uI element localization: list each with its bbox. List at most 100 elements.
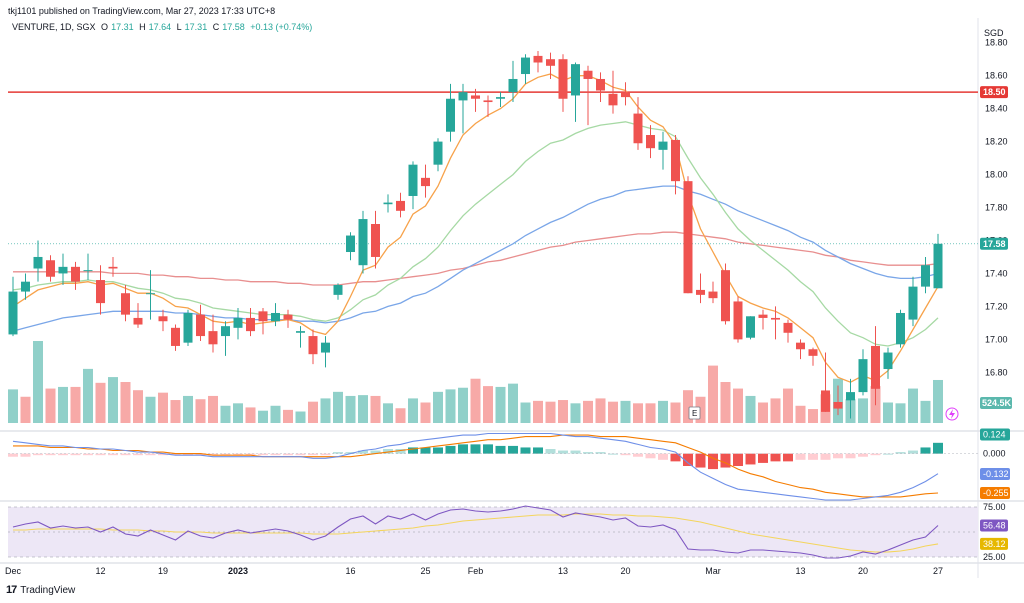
candle-body: [421, 177, 430, 187]
open-label: O: [101, 22, 109, 32]
candle-body: [433, 141, 443, 165]
macd-hist-bar: [408, 447, 418, 454]
macd-hist-bar: [333, 452, 343, 454]
volume-bar: [395, 408, 406, 423]
macd-hist-bar: [620, 453, 631, 456]
macd-hist-bar: [633, 453, 643, 457]
volume-bar: [933, 379, 943, 423]
volume-bar: [570, 403, 581, 423]
macd-hist-bar: [758, 453, 768, 463]
volume-bar: [445, 389, 456, 423]
candle-body: [846, 392, 855, 401]
volume-bar: [658, 400, 668, 423]
candle-body: [608, 93, 618, 106]
candle-body: [221, 326, 230, 337]
volume-bar: [720, 382, 731, 423]
ma-line-mid: [12, 121, 939, 347]
macd-value-label: -0.255: [983, 488, 1009, 498]
volume-bar: [83, 368, 93, 423]
price-tick-label: 18.80: [985, 38, 1008, 48]
volume-bar: [183, 395, 193, 423]
candle-body: [458, 92, 468, 101]
candle-body: [796, 342, 805, 350]
candle-body: [558, 59, 568, 99]
macd-hist-bar: [133, 453, 143, 456]
volume-bar: [408, 398, 418, 423]
macd-hist-bar: [545, 449, 556, 454]
volume-bar: [383, 403, 393, 423]
macd-hist-bar: [358, 450, 368, 454]
macd-hist-bar: [845, 453, 856, 459]
publisher-line: tkj1101 published on TradingView.com, Ma…: [8, 6, 276, 16]
candle-body: [621, 92, 630, 98]
candle-body: [708, 291, 718, 299]
currency-label: SGD: [984, 28, 1004, 38]
rsi-value-label-bg: [980, 519, 1008, 532]
candle-body: [646, 135, 655, 149]
candle-body: [858, 359, 868, 393]
macd-hist-bar: [858, 453, 868, 457]
candle-body: [471, 95, 480, 99]
volume-bar: [8, 389, 18, 423]
candle-body: [833, 401, 843, 409]
candle-body: [8, 291, 18, 335]
earnings-marker-icon: [688, 406, 701, 420]
volume-bar: [220, 405, 231, 423]
macd-hist-bar: [270, 453, 281, 456]
macd-hist-bar: [58, 453, 68, 456]
candle-body: [33, 256, 43, 269]
macd-hist-bar: [595, 452, 606, 454]
price-tick-label: 17.20: [985, 301, 1008, 311]
close-label: C: [212, 22, 220, 32]
volume-bar: [908, 388, 918, 423]
candle-body: [208, 331, 218, 345]
symbol-label[interactable]: VENTURE, 1D, SGX: [12, 22, 96, 32]
candle-body: [133, 317, 143, 325]
resistance-price-label-bg: [980, 86, 1008, 99]
candle-body: [258, 311, 268, 322]
candle-body: [483, 100, 493, 103]
price-tick-label: 17.00: [985, 334, 1008, 344]
candle-body: [333, 284, 343, 295]
candle-body: [896, 312, 905, 345]
volume-bar: [808, 409, 818, 423]
candle-body: [108, 266, 118, 269]
macd-hist-bar: [783, 453, 793, 462]
macd-line: [12, 432, 939, 501]
tradingview-brand: TradingView: [20, 584, 76, 596]
candle-body: [871, 345, 880, 389]
macd-hist-bar: [658, 453, 668, 460]
tradingview-logo[interactable]: 17 TradingView: [6, 584, 75, 596]
candle-body: [496, 97, 505, 99]
volume-label-bg: [980, 397, 1012, 409]
macd-hist-bar: [20, 453, 31, 457]
price-tick-label: 18.00: [985, 170, 1008, 180]
candle-body: [633, 113, 643, 144]
rsi-value-label: 75.00: [983, 502, 1006, 512]
macd-hist-bar: [908, 450, 918, 454]
candle-body: [583, 70, 593, 79]
rsi-value-label: 56.48: [983, 521, 1006, 531]
candle-body: [821, 390, 830, 412]
candle-body: [58, 266, 68, 274]
candle-body: [933, 243, 943, 289]
macd-hist-bar: [395, 449, 406, 454]
low-label: L: [176, 22, 182, 32]
macd-hist-bar: [695, 453, 706, 468]
volume-bar: [708, 365, 718, 423]
volume-bar: [795, 405, 806, 423]
volume-bar: [133, 390, 143, 423]
rsi-value-label: 38.12: [983, 539, 1006, 549]
volume-bar: [770, 398, 781, 423]
volume-bar: [308, 401, 318, 423]
macd-hist-bar: [470, 444, 481, 454]
volume-bar: [20, 396, 31, 423]
volume-bar: [158, 392, 168, 423]
candle-body: [183, 312, 193, 343]
volume-bar: [145, 396, 156, 423]
macd-signal-line: [13, 434, 939, 498]
low-value: 17.31: [184, 22, 208, 32]
volume-bar: [283, 409, 293, 423]
volume-bar: [520, 402, 531, 423]
